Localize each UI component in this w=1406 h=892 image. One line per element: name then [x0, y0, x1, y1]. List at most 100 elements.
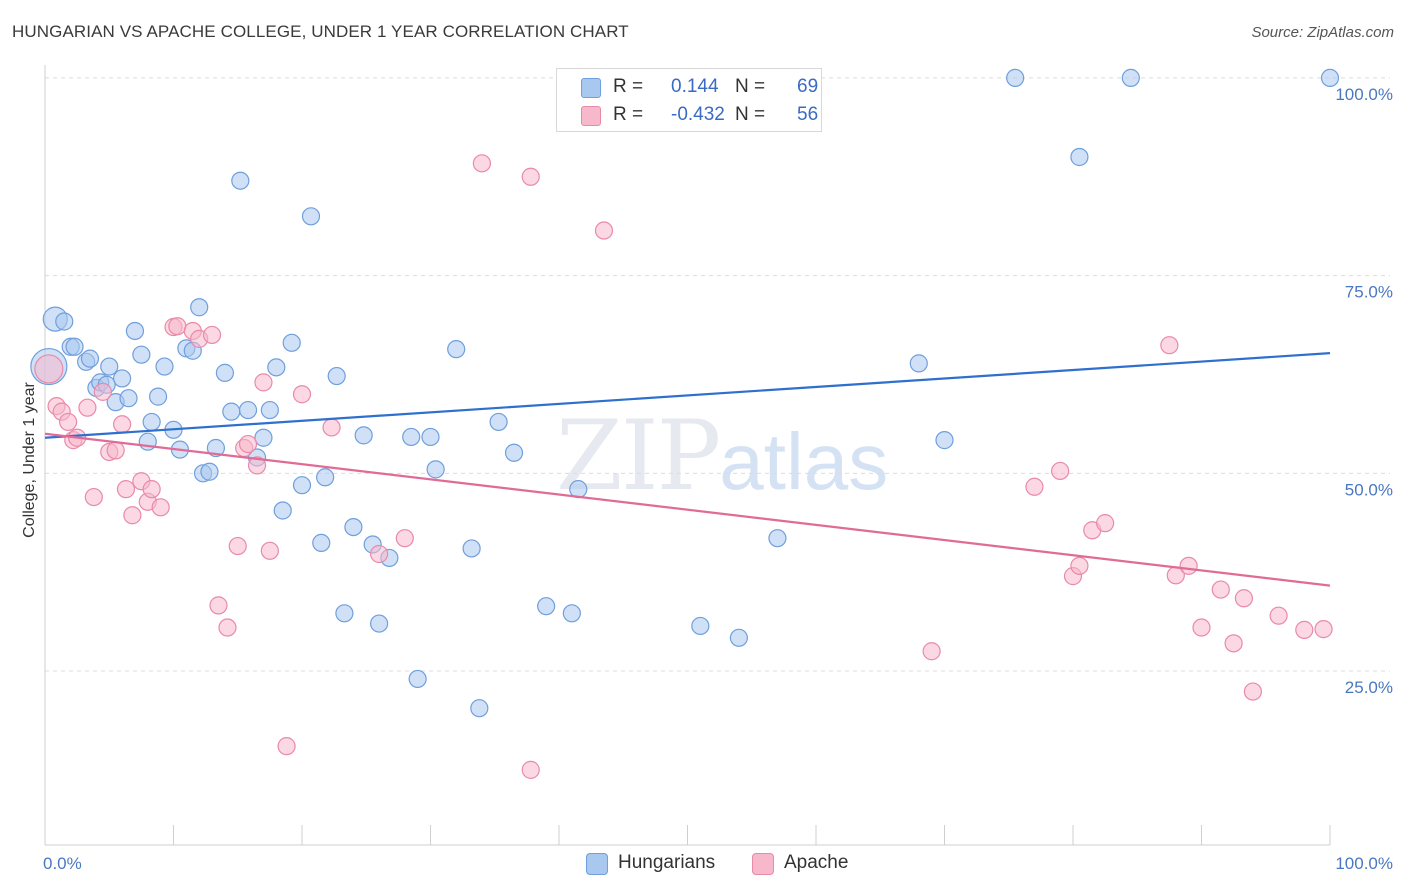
- data-point-hungarians: [132, 345, 151, 364]
- series-label-apache: Apache: [784, 852, 849, 873]
- chart-title: HUNGARIAN VS APACHE COLLEGE, UNDER 1 YEA…: [12, 22, 629, 41]
- data-point-apache: [218, 618, 237, 637]
- data-point-apache: [112, 415, 132, 434]
- data-point-hungarians: [312, 533, 331, 553]
- data-point-apache: [521, 167, 540, 186]
- data-point-hungarians: [402, 427, 421, 447]
- data-point-hungarians: [119, 389, 138, 408]
- y-axis-label: College, Under 1 year: [21, 382, 38, 538]
- x-tick-label: 100.0%: [1335, 854, 1393, 873]
- data-point-hungarians: [190, 298, 209, 317]
- data-point-hungarians: [462, 539, 481, 558]
- data-point-hungarians: [327, 366, 346, 386]
- data-point-hungarians: [100, 357, 119, 376]
- data-point-apache: [1295, 620, 1314, 639]
- data-point-apache: [78, 398, 97, 417]
- data-point-hungarians: [301, 207, 321, 226]
- data-point-apache: [1234, 589, 1254, 608]
- data-point-hungarians: [354, 426, 373, 445]
- data-point-apache: [1160, 336, 1179, 355]
- data-point-hungarians: [125, 321, 145, 341]
- data-point-apache: [93, 382, 112, 401]
- data-point-hungarians: [1121, 68, 1140, 88]
- data-point-apache: [322, 418, 341, 437]
- data-point-apache: [1192, 618, 1211, 637]
- data-point-apache: [151, 498, 170, 517]
- data-point-hungarians: [80, 349, 100, 368]
- data-point-apache: [34, 354, 64, 384]
- data-point-hungarians: [935, 431, 954, 450]
- data-point-apache: [1269, 606, 1288, 625]
- data-point-apache: [292, 385, 312, 404]
- data-point-apache: [1070, 556, 1089, 575]
- data-point-hungarians: [273, 501, 292, 520]
- data-point-apache: [370, 544, 389, 564]
- data-point-hungarians: [155, 357, 174, 376]
- data-point-apache: [1051, 461, 1070, 481]
- data-point-hungarians: [65, 337, 84, 356]
- data-point-hungarians: [470, 699, 489, 718]
- legend-swatch-apache: [581, 106, 601, 126]
- data-point-apache: [1243, 682, 1263, 701]
- data-point-hungarians: [426, 460, 445, 479]
- data-point-apache: [1224, 634, 1243, 653]
- data-point-apache: [202, 325, 222, 345]
- data-point-hungarians: [370, 614, 389, 633]
- legend-n-value: 56: [797, 104, 819, 125]
- data-point-apache: [1314, 620, 1333, 639]
- legend-swatch-hungarians: [581, 78, 601, 98]
- data-point-hungarians: [222, 402, 241, 421]
- data-point-hungarians: [1320, 68, 1340, 88]
- data-point-apache: [247, 456, 267, 475]
- legend-n-label: N =: [735, 76, 766, 97]
- source-credit: Source: ZipAtlas.com: [1251, 24, 1394, 41]
- data-point-hungarians: [282, 333, 301, 352]
- data-point-apache: [209, 596, 228, 615]
- y-tick-label: 75.0%: [1345, 283, 1393, 302]
- y-tick-label: 25.0%: [1345, 678, 1393, 697]
- data-point-apache: [84, 487, 103, 507]
- data-point-apache: [260, 541, 279, 560]
- tick-labels: 25.0% 50.0% 75.0% 100.0% 0.0% 100.0%: [43, 85, 1393, 873]
- data-point-hungarians: [238, 400, 258, 420]
- data-point-apache: [472, 154, 491, 173]
- data-point-hungarians: [267, 358, 286, 377]
- data-point-apache: [59, 412, 78, 432]
- legend-r-label: R =: [613, 104, 644, 125]
- data-point-hungarians: [562, 604, 581, 623]
- data-point-hungarians: [537, 597, 556, 616]
- data-point-hungarians: [691, 616, 710, 636]
- data-point-apache: [277, 737, 296, 756]
- data-point-hungarians: [408, 669, 427, 689]
- legend-r-label: R =: [613, 76, 644, 97]
- axes: [44, 65, 1331, 846]
- correlation-legend: R = 0.144 N = 69 R = -0.432 N = 56: [556, 68, 822, 132]
- data-point-apache: [1179, 556, 1198, 575]
- watermark-atlas: atlas: [719, 417, 889, 506]
- data-point-hungarians: [254, 428, 273, 447]
- data-point-apache: [142, 480, 161, 499]
- data-point-apache: [106, 441, 125, 460]
- data-point-hungarians: [504, 443, 524, 462]
- data-point-hungarians: [335, 604, 354, 623]
- trend-line-apache: [44, 432, 1331, 587]
- data-point-hungarians: [489, 412, 508, 432]
- data-points: [30, 68, 1340, 779]
- trend-lines: [44, 352, 1331, 587]
- data-point-hungarians: [909, 354, 928, 373]
- data-point-apache: [521, 760, 540, 779]
- y-tick-label: 50.0%: [1345, 480, 1393, 499]
- x-tick-label: 0.0%: [43, 854, 82, 873]
- legend-n-value: 69: [797, 76, 819, 97]
- data-point-hungarians: [206, 438, 226, 458]
- data-point-hungarians: [148, 387, 168, 406]
- series-label-hungarians: Hungarians: [618, 852, 716, 873]
- data-point-hungarians: [260, 400, 279, 420]
- data-point-hungarians: [55, 312, 74, 331]
- data-point-apache: [1096, 514, 1115, 533]
- data-point-hungarians: [200, 462, 219, 481]
- grid-lines: [45, 77, 1390, 672]
- trend-line-hungarians: [44, 352, 1331, 439]
- legend-row-hungarians: R = 0.144 N = 69: [581, 73, 821, 101]
- data-point-hungarians: [344, 517, 363, 537]
